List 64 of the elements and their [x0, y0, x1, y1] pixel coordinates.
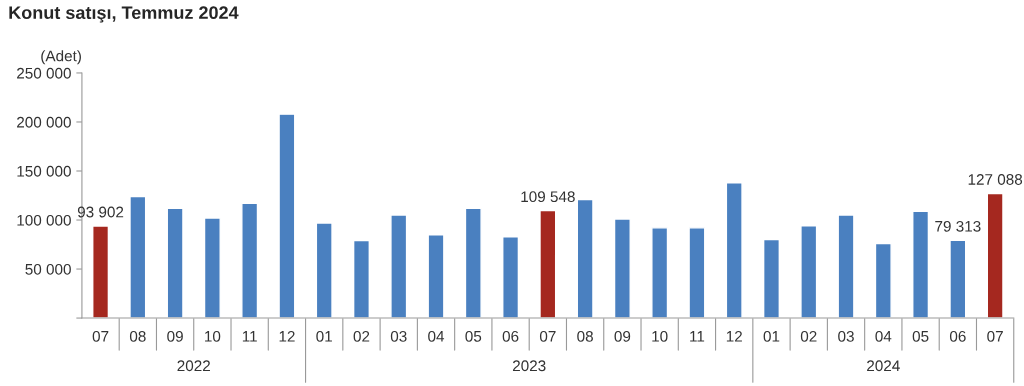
bar — [241, 202, 259, 319]
y-tick-label: 250 000 — [17, 67, 71, 79]
bar — [874, 242, 892, 319]
x-tick-label: 12 — [726, 330, 742, 342]
y-tick-label: 100 000 — [17, 214, 71, 226]
x-tick-label: 09 — [614, 330, 631, 342]
x-tick-label: 04 — [875, 330, 892, 342]
x-tick-label: 02 — [800, 330, 817, 342]
y-tick-label: 200 000 — [17, 116, 71, 128]
x-tick-label: 12 — [279, 330, 295, 342]
bar — [912, 210, 930, 319]
data-label: 79 313 — [935, 220, 981, 232]
bar — [762, 238, 781, 319]
y-tick-label: 150 000 — [17, 165, 71, 177]
bar — [390, 214, 408, 319]
bar — [725, 182, 743, 319]
bar — [278, 113, 296, 319]
x-tick-label: 08 — [577, 330, 593, 342]
y-axis-title: (Adet) — [41, 50, 81, 65]
bar — [688, 227, 706, 319]
bar — [427, 234, 445, 319]
y-tick-label: 50 000 — [25, 263, 71, 275]
x-tick-label: 05 — [465, 330, 482, 342]
x-tick-label: 06 — [502, 330, 519, 342]
x-tick-label: 01 — [316, 330, 332, 342]
x-tick-label: 11 — [690, 331, 705, 342]
x-tick-label: 02 — [353, 330, 370, 342]
bar — [800, 225, 818, 319]
data-label: 109 548 — [521, 191, 575, 203]
x-tick-label: 10 — [205, 330, 221, 342]
bar — [203, 217, 221, 319]
bar — [576, 198, 594, 319]
x-tick-label: 05 — [912, 330, 929, 342]
bar — [315, 222, 333, 319]
x-tick-label: 06 — [949, 330, 966, 342]
text: 2024 — [867, 360, 900, 372]
x-tick-label: 04 — [428, 330, 445, 342]
data-label: 93 902 — [77, 206, 124, 218]
text: 2022 — [177, 360, 210, 372]
bar — [352, 239, 370, 319]
chart-title: Konut satışı, Temmuz 2024 — [9, 6, 239, 23]
text: 2023 — [512, 360, 546, 372]
x-tick-label: 08 — [129, 330, 146, 342]
x-tick-label: 07 — [539, 330, 556, 342]
bar — [92, 225, 110, 319]
x-tick-label: 07 — [92, 330, 109, 342]
x-tick-label: 03 — [838, 330, 854, 342]
bar — [651, 227, 669, 319]
bar — [949, 239, 967, 319]
bar — [129, 195, 147, 319]
bar — [986, 192, 1004, 319]
x-tick-label: 03 — [390, 330, 407, 342]
bar — [837, 214, 855, 319]
x-tick-label: 01 — [763, 330, 780, 342]
x-tick-label: 11 — [242, 331, 257, 342]
x-tick-label: 07 — [987, 330, 1003, 342]
data-label: 127 088 — [968, 174, 1023, 185]
bar — [166, 207, 184, 319]
x-tick-label: 09 — [167, 330, 183, 342]
bar — [613, 218, 631, 319]
x-tick-label: 10 — [652, 330, 668, 342]
bar — [502, 235, 520, 319]
bar — [464, 207, 482, 319]
bar — [539, 209, 557, 319]
